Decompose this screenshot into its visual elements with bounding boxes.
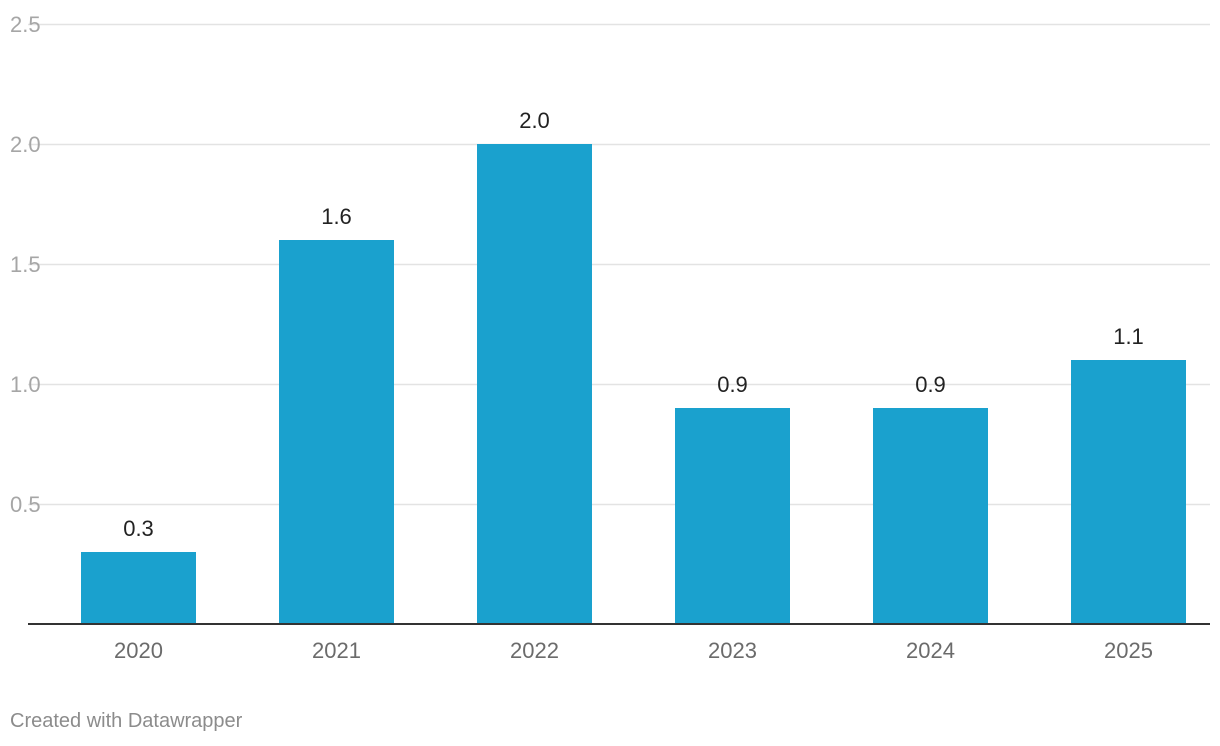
x-tick-label: 2024 bbox=[906, 638, 955, 663]
value-label: 0.9 bbox=[915, 372, 946, 397]
bar-2024[interactable] bbox=[873, 408, 988, 624]
x-tick-label: 2021 bbox=[312, 638, 361, 663]
y-tick-label: 1.0 bbox=[10, 372, 41, 397]
y-tick-label: 2.0 bbox=[10, 132, 41, 157]
y-tick-label: 2.5 bbox=[10, 12, 41, 37]
value-label: 0.3 bbox=[123, 516, 154, 541]
bar-2025[interactable] bbox=[1071, 360, 1186, 624]
gridlines bbox=[28, 23, 1210, 506]
value-label: 0.9 bbox=[717, 372, 748, 397]
value-labels: 0.3 1.6 2.0 0.9 0.9 1.1 bbox=[123, 108, 1144, 541]
value-label: 1.1 bbox=[1113, 324, 1144, 349]
value-label: 1.6 bbox=[321, 204, 352, 229]
y-tick-label: 1.5 bbox=[10, 252, 41, 277]
x-axis-tick-labels: 2020 2021 2022 2023 2024 2025 bbox=[114, 638, 1153, 663]
bar-2023[interactable] bbox=[675, 408, 790, 624]
x-tick-label: 2023 bbox=[708, 638, 757, 663]
x-tick-label: 2022 bbox=[510, 638, 559, 663]
y-axis-tick-labels: 0.5 1.0 1.5 2.0 2.5 bbox=[10, 12, 41, 517]
bar-2022[interactable] bbox=[477, 144, 592, 624]
bars bbox=[81, 144, 1186, 624]
value-label: 2.0 bbox=[519, 108, 550, 133]
x-tick-label: 2020 bbox=[114, 638, 163, 663]
bar-2020[interactable] bbox=[81, 552, 196, 624]
credit-text[interactable]: Created with Datawrapper bbox=[10, 710, 243, 732]
bar-2021[interactable] bbox=[279, 240, 394, 624]
y-tick-label: 0.5 bbox=[10, 492, 41, 517]
x-tick-label: 2025 bbox=[1104, 638, 1153, 663]
